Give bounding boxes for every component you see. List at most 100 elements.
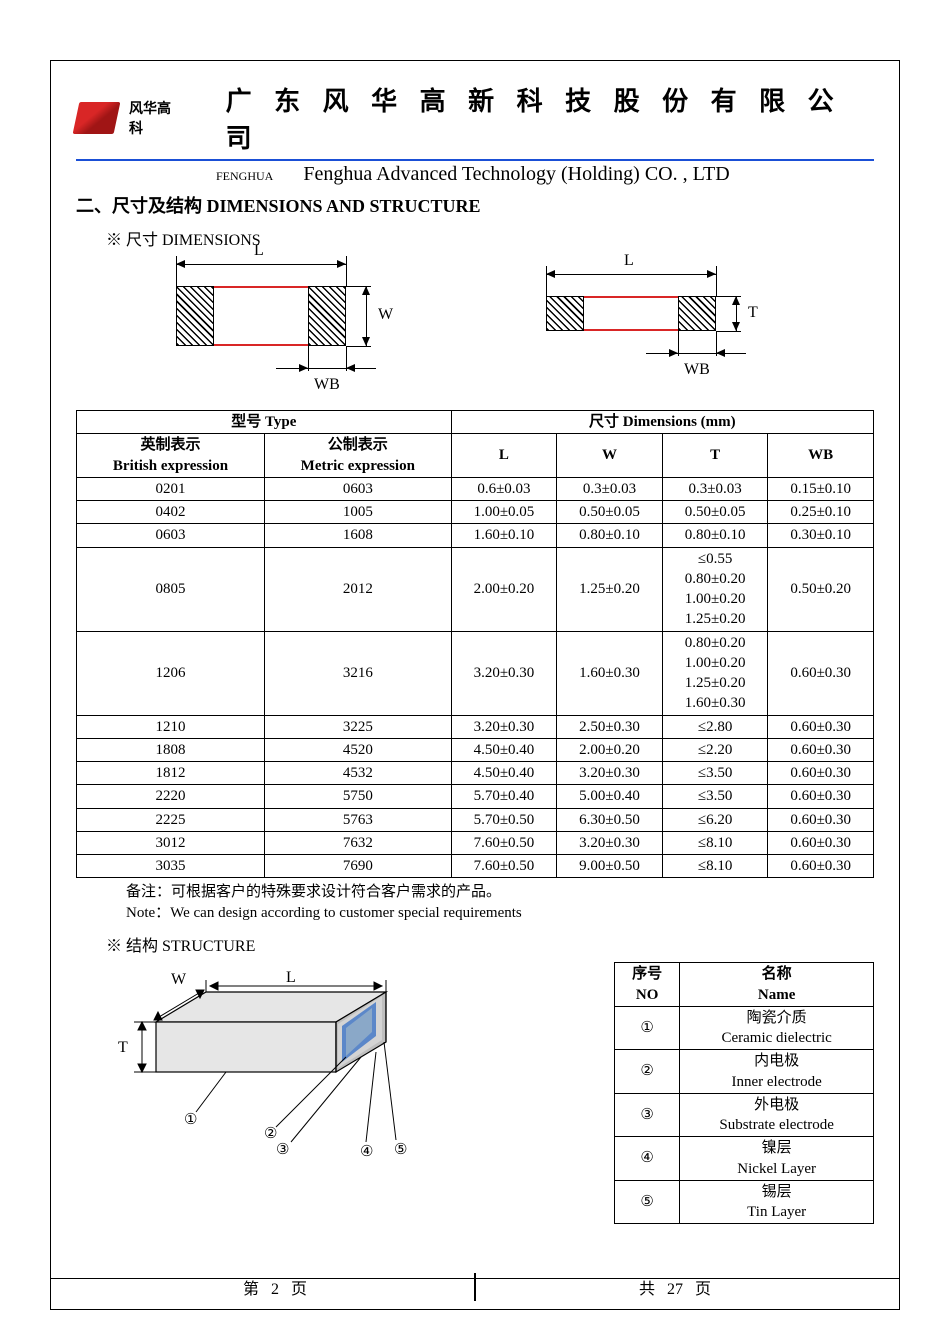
table-row: 222057505.70±0.405.00±0.40≤3.500.60±0.30 (77, 785, 874, 808)
svg-text:②: ② (264, 1126, 277, 1142)
footer-page-num: 2 (271, 1281, 279, 1298)
table-row: ⑤锡层Tin Layer (615, 1180, 874, 1224)
table-cell: 0.25±0.10 (768, 501, 874, 524)
th-L: L (451, 434, 557, 478)
table-cell: 0.50±0.05 (662, 501, 768, 524)
table-cell: 2.00±0.20 (451, 547, 557, 631)
table-cell: ≤3.50 (662, 785, 768, 808)
diagram-side-view: L T WB (536, 256, 796, 396)
table-cell: 4.50±0.40 (451, 738, 557, 761)
table-cell: 7632 (264, 831, 451, 854)
table-cell: 1.60±0.10 (451, 524, 557, 547)
table-cell: 3.20±0.30 (557, 831, 663, 854)
table-row: 060316081.60±0.100.80±0.100.80±0.100.30±… (77, 524, 874, 547)
label-L: L (254, 242, 264, 260)
table-cell: 0.60±0.30 (768, 831, 874, 854)
table-cell: 2.50±0.30 (557, 715, 663, 738)
table-cell: 1812 (77, 762, 265, 785)
table-cell: 1.60±0.30 (557, 631, 663, 715)
table-cell: 6.30±0.50 (557, 808, 663, 831)
table-cell: 4532 (264, 762, 451, 785)
th-T: T (662, 434, 768, 478)
table-row: 303576907.60±0.509.00±0.50≤8.100.60±0.30 (77, 855, 874, 878)
table-cell: 0.50±0.20 (768, 547, 874, 631)
th-british-cn: 英制表示 (81, 435, 260, 455)
table-row: 040210051.00±0.050.50±0.050.50±0.050.25±… (77, 501, 874, 524)
table-row: ④镍层Nickel Layer (615, 1137, 874, 1181)
struct-th-no-cn: 序号 (621, 964, 673, 984)
struct-th-no-en: NO (621, 985, 673, 1005)
diagram-top-view: L W WB (156, 256, 416, 396)
struct-name-cell: 镍层Nickel Layer (680, 1137, 874, 1181)
table-row: 180845204.50±0.402.00±0.20≤2.200.60±0.30 (77, 738, 874, 761)
table-row: 121032253.20±0.302.50±0.30≤2.800.60±0.30 (77, 715, 874, 738)
table-cell: 3216 (264, 631, 451, 715)
footer-total-num: 27 (667, 1281, 683, 1298)
note-cn: 备注：可根据客户的特殊要求设计符合客户需求的产品。 (126, 882, 874, 903)
th-british: 英制表示 British expression (77, 434, 265, 478)
company-name-cn: 广 东 风 华 高 新 科 技 股 份 有 限 公 司 (226, 81, 874, 155)
header-rule (76, 159, 874, 161)
struct-name-cell: 外电极Substrate electrode (680, 1093, 874, 1137)
header: 风华高科 广 东 风 华 高 新 科 技 股 份 有 限 公 司 (76, 81, 874, 155)
table-cell: 5763 (264, 808, 451, 831)
table-cell: 0.30±0.10 (768, 524, 874, 547)
table-cell: 1005 (264, 501, 451, 524)
struct-th-name: 名称 Name (680, 963, 874, 1007)
struct-label-W: W (171, 971, 187, 988)
th-metric-en: Metric expression (269, 456, 447, 476)
th-british-en: British expression (81, 456, 260, 476)
table-cell: 4.50±0.40 (451, 762, 557, 785)
table-row: 181245324.50±0.403.20±0.30≤3.500.60±0.30 (77, 762, 874, 785)
table-cell: 0.3±0.03 (557, 477, 663, 500)
label-T: T (748, 304, 758, 322)
svg-text:④: ④ (360, 1144, 373, 1160)
table-cell: 0.80±0.10 (557, 524, 663, 547)
table-cell: 0.15±0.10 (768, 477, 874, 500)
struct-name-cell: 锡层Tin Layer (680, 1180, 874, 1224)
structure-table: 序号 NO 名称 Name ①陶瓷介质Ceramic dielectric②内电… (614, 962, 874, 1224)
table-cell: 3225 (264, 715, 451, 738)
table-cell: 3012 (77, 831, 265, 854)
table-cell: 0805 (77, 547, 265, 631)
label-WB2: WB (684, 361, 710, 379)
label-L2: L (624, 252, 634, 270)
table-cell: 3.20±0.30 (451, 715, 557, 738)
table-cell: 1210 (77, 715, 265, 738)
struct-th-no: 序号 NO (615, 963, 680, 1007)
table-cell: 0.60±0.30 (768, 715, 874, 738)
table-cell: 0.80±0.10 (662, 524, 768, 547)
table-cell: 7.60±0.50 (451, 831, 557, 854)
subheader: FENGHUA Fenghua Advanced Technology (Hol… (216, 163, 874, 186)
table-cell: 5750 (264, 785, 451, 808)
th-dim: 尺寸 Dimensions (mm) (451, 411, 873, 434)
dimensions-marker: ※ 尺寸 DIMENSIONS (106, 226, 874, 250)
struct-th-name-cn: 名称 (686, 964, 867, 984)
struct-no-cell: ⑤ (615, 1180, 680, 1224)
table-cell: 7.60±0.50 (451, 855, 557, 878)
table-cell: 2012 (264, 547, 451, 631)
table-cell: 3.20±0.30 (451, 631, 557, 715)
table-row: ①陶瓷介质Ceramic dielectric (615, 1006, 874, 1050)
table-row: 301276327.60±0.503.20±0.30≤8.100.60±0.30 (77, 831, 874, 854)
svg-text:L: L (286, 969, 296, 986)
table-cell: ≤0.550.80±0.201.00±0.201.25±0.20 (662, 547, 768, 631)
table-cell: 0.80±0.201.00±0.201.25±0.201.60±0.30 (662, 631, 768, 715)
table-cell: 1206 (77, 631, 265, 715)
svg-text:③: ③ (276, 1142, 289, 1158)
table-cell: 3.20±0.30 (557, 762, 663, 785)
notes: 备注：可根据客户的特殊要求设计符合客户需求的产品。 Note：We can de… (126, 882, 874, 924)
table-cell: 0603 (264, 477, 451, 500)
company-name-en: Fenghua Advanced Technology (Holding) CO… (303, 163, 729, 186)
logo-icon (73, 102, 121, 134)
table-cell: ≤8.10 (662, 831, 768, 854)
footer-left-suffix: 页 (291, 1281, 307, 1298)
table-cell: 5.00±0.40 (557, 785, 663, 808)
footer-total: 共 27 页 (475, 1273, 874, 1301)
table-cell: 0.60±0.30 (768, 808, 874, 831)
table-cell: ≤8.10 (662, 855, 768, 878)
table-cell: ≤2.20 (662, 738, 768, 761)
th-WB: WB (768, 434, 874, 478)
table-cell: 0201 (77, 477, 265, 500)
table-cell: 9.00±0.50 (557, 855, 663, 878)
